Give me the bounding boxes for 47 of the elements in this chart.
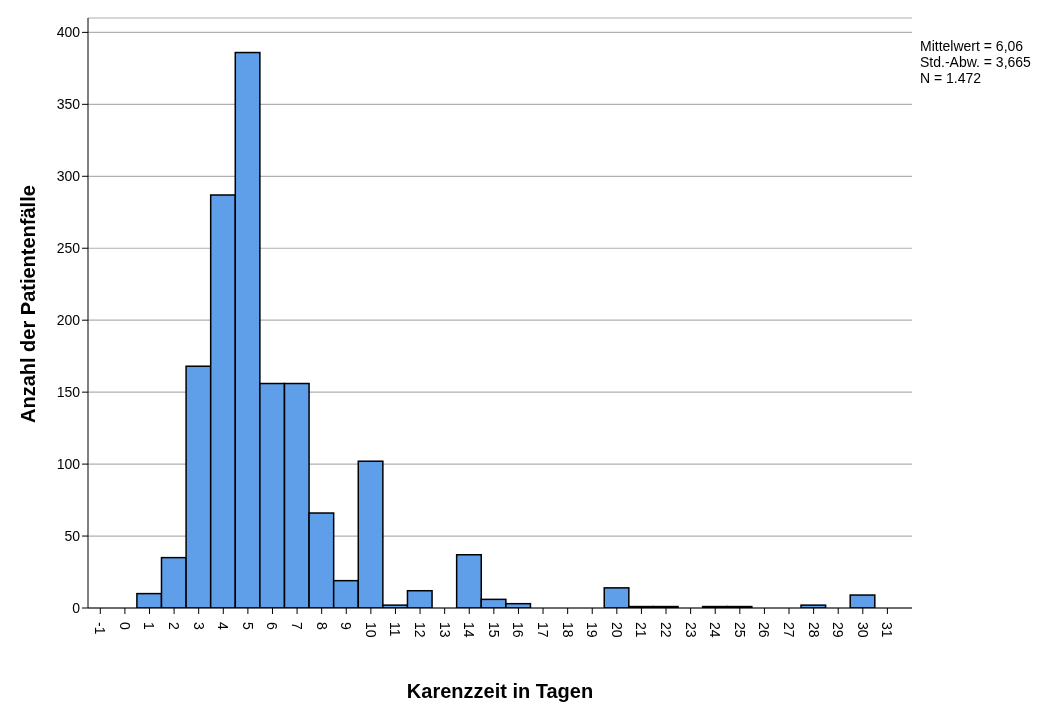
y-tick-label: 200	[56, 312, 81, 329]
x-tick-label: 26	[756, 622, 773, 638]
x-tick-label: 18	[559, 622, 576, 638]
x-tick-label: 17	[535, 622, 552, 638]
x-tick-label: 7	[289, 622, 306, 630]
x-tick-label: 22	[658, 622, 675, 638]
y-tick-label: 350	[56, 96, 81, 113]
x-tick-label: 27	[781, 622, 798, 638]
x-tick-label: 13	[436, 622, 453, 638]
text: Std.-Abw. = 3,665	[920, 54, 1031, 70]
x-tick-label: 16	[510, 622, 527, 638]
x-tick-label: 0	[116, 622, 133, 630]
x-tick-label: 3	[190, 622, 207, 630]
x-axis-title: Karenzzeit in Tagen	[406, 680, 594, 702]
x-tick-label: 12	[412, 622, 429, 638]
x-tick-label: 10	[362, 622, 379, 638]
x-tick-label: 30	[854, 622, 871, 638]
x-tick-label: 15	[485, 622, 502, 638]
text: N = 1.472	[920, 70, 983, 86]
x-tick-label: 24	[707, 622, 724, 638]
x-tick-label: 31	[879, 622, 896, 638]
x-tick-label: 19	[584, 622, 601, 638]
y-tick-label: 50	[64, 528, 81, 545]
x-tick-label: 4	[215, 622, 232, 630]
x-tick-label: 29	[830, 622, 847, 638]
text: Mittelwert = 6,06	[920, 38, 1025, 54]
y-tick-label: 300	[56, 168, 81, 185]
y-tick-label: 250	[56, 240, 81, 257]
x-tick-label: 1	[141, 622, 158, 630]
x-tick-label: 2	[166, 622, 183, 630]
y-tick-label: 150	[56, 384, 81, 401]
y-tick-label: 0	[72, 599, 81, 616]
x-tick-label: 11	[387, 622, 404, 637]
x-tick-label: 25	[731, 622, 748, 638]
x-tick-label: 6	[264, 622, 281, 630]
y-tick-label: 100	[56, 456, 81, 473]
x-tick-label: -1	[92, 622, 109, 635]
x-tick-label: 14	[461, 622, 478, 638]
x-tick-label: 20	[608, 622, 625, 638]
y-tick-label: 400	[56, 24, 81, 41]
x-tick-label: 9	[338, 622, 355, 630]
x-tick-label: 21	[633, 622, 650, 638]
x-tick-label: 23	[682, 622, 699, 638]
x-tick-label: 28	[805, 622, 822, 638]
y-axis-title: Anzahl der Patientenfälle	[17, 185, 40, 423]
x-tick-label: 5	[239, 622, 256, 630]
x-tick-label: 8	[313, 622, 330, 630]
